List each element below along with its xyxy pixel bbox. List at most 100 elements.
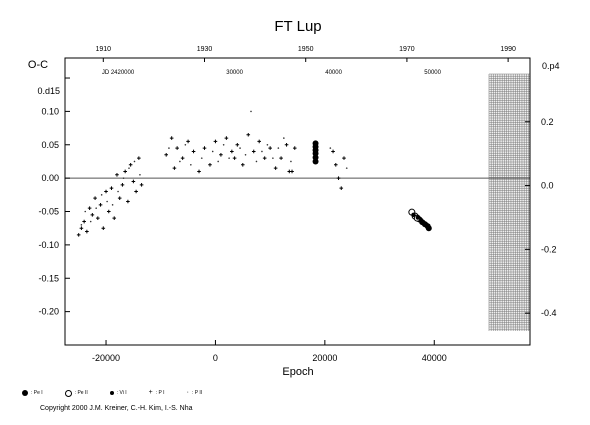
point-p1 — [131, 179, 136, 184]
tiny-dot-icon: · — [186, 389, 189, 396]
point-p2 — [117, 190, 119, 193]
legend-item-p1: + : P I — [148, 389, 165, 396]
y-ticks: 0.10 0.05 0.00 -0.05 -0.10 -0.15 -0.20 — [38, 77, 70, 317]
point-p1 — [126, 199, 130, 204]
filled-circle-icon — [22, 390, 28, 396]
top-year-label: 1990 — [500, 46, 516, 53]
point-p1 — [93, 196, 97, 200]
legend-item-pe2: : Pe II — [64, 389, 88, 397]
top-year-label: 1950 — [298, 46, 314, 53]
small-dot-icon — [109, 391, 114, 395]
point-p1 — [292, 146, 297, 150]
point-p1 — [336, 176, 341, 180]
legend-item-pe1: : Pe I — [22, 390, 43, 396]
point-p2 — [111, 204, 114, 206]
top-year-label: 1910 — [96, 46, 112, 53]
top-year-label: 1930 — [197, 46, 213, 53]
point-p2 — [168, 147, 170, 149]
x-tick-label: 20000 — [312, 353, 337, 363]
point-p1 — [202, 146, 207, 150]
right-y-tick-label: 0.0 — [541, 181, 554, 191]
point-p1 — [85, 229, 89, 234]
point-p2 — [290, 160, 292, 163]
point-p1 — [137, 156, 141, 160]
right-y-tick-label: 0.2 — [541, 117, 554, 127]
point-p1 — [112, 216, 117, 220]
y-tick-label: 0.00 — [41, 173, 59, 183]
right-y-tick-label: -0.2 — [541, 244, 557, 254]
point-vi1 — [424, 222, 429, 228]
point-p2 — [266, 143, 269, 146]
top-jd-label: 30000 — [226, 70, 243, 76]
point-p1 — [109, 186, 114, 190]
point-p2 — [250, 110, 252, 113]
point-p1 — [213, 139, 218, 144]
point-p1 — [290, 169, 294, 174]
right-y-tick-label: -0.4 — [541, 308, 557, 318]
point-p1 — [90, 213, 95, 217]
point-p1 — [224, 136, 229, 140]
point-p1 — [230, 149, 234, 154]
point-p2 — [345, 167, 348, 169]
plus-icon: + — [148, 389, 153, 396]
x-axis-label: Epoch — [282, 366, 313, 378]
point-p1 — [164, 152, 169, 157]
point-p1 — [251, 149, 256, 154]
point-p2 — [122, 177, 125, 179]
legend-item-p2: · : P II — [186, 389, 203, 396]
point-p2 — [80, 224, 83, 226]
point-p2 — [139, 174, 141, 176]
top-year-label: 1970 — [399, 46, 415, 53]
top-jd-label: 40000 — [325, 70, 342, 76]
y-tick-label: -0.10 — [38, 240, 59, 250]
point-p1 — [76, 233, 81, 237]
point-p1 — [104, 189, 108, 194]
point-p1 — [123, 169, 127, 174]
x-tick-label: 40000 — [422, 353, 447, 363]
open-circle-icon — [64, 389, 72, 397]
top-year-ticks: 1910 1930 1950 1970 1990 — [96, 46, 516, 62]
point-p2 — [128, 167, 130, 169]
point-p2 — [239, 147, 241, 149]
point-p2 — [255, 160, 258, 163]
point-p2 — [84, 210, 87, 213]
point-p1 — [339, 186, 344, 190]
data-points — [76, 110, 432, 237]
point-p1 — [82, 219, 86, 224]
chart-title: FT Lup — [274, 18, 321, 35]
copyright-text: Copyright 2000 J.M. Kreiner, C.-H. Kim, … — [40, 405, 193, 412]
point-p1 — [246, 132, 251, 137]
point-p2 — [184, 143, 187, 146]
point-p2 — [277, 147, 280, 149]
plot-frame — [64, 57, 531, 346]
point-p1 — [120, 183, 125, 187]
point-p2 — [179, 160, 181, 163]
y-axis-label: O-C — [28, 59, 48, 71]
point-p1 — [268, 146, 272, 150]
point-vi1 — [411, 212, 416, 218]
y-tick-label: -0.20 — [38, 307, 59, 317]
point-p2 — [95, 207, 97, 209]
legend-label: : Pe I — [31, 390, 43, 396]
point-p1 — [139, 183, 144, 187]
point-p1 — [197, 169, 201, 174]
hatch-grid — [488, 73, 530, 331]
point-p1 — [186, 139, 190, 144]
point-p1 — [98, 203, 103, 207]
point-p2 — [261, 150, 263, 153]
point-p2 — [244, 153, 247, 156]
point-p1 — [284, 142, 289, 147]
y-tick-label: 0.05 — [41, 140, 59, 150]
jd-label: JD 2420000 — [102, 70, 135, 76]
point-p2 — [228, 157, 230, 159]
point-p1 — [333, 162, 338, 167]
point-p1 — [96, 216, 100, 220]
point-p1 — [172, 166, 177, 170]
point-vi1 — [418, 217, 424, 223]
point-p2 — [200, 157, 203, 159]
point-p1 — [128, 162, 133, 167]
point-p1 — [219, 152, 223, 157]
point-p1 — [169, 136, 174, 140]
point-p2 — [211, 150, 214, 153]
